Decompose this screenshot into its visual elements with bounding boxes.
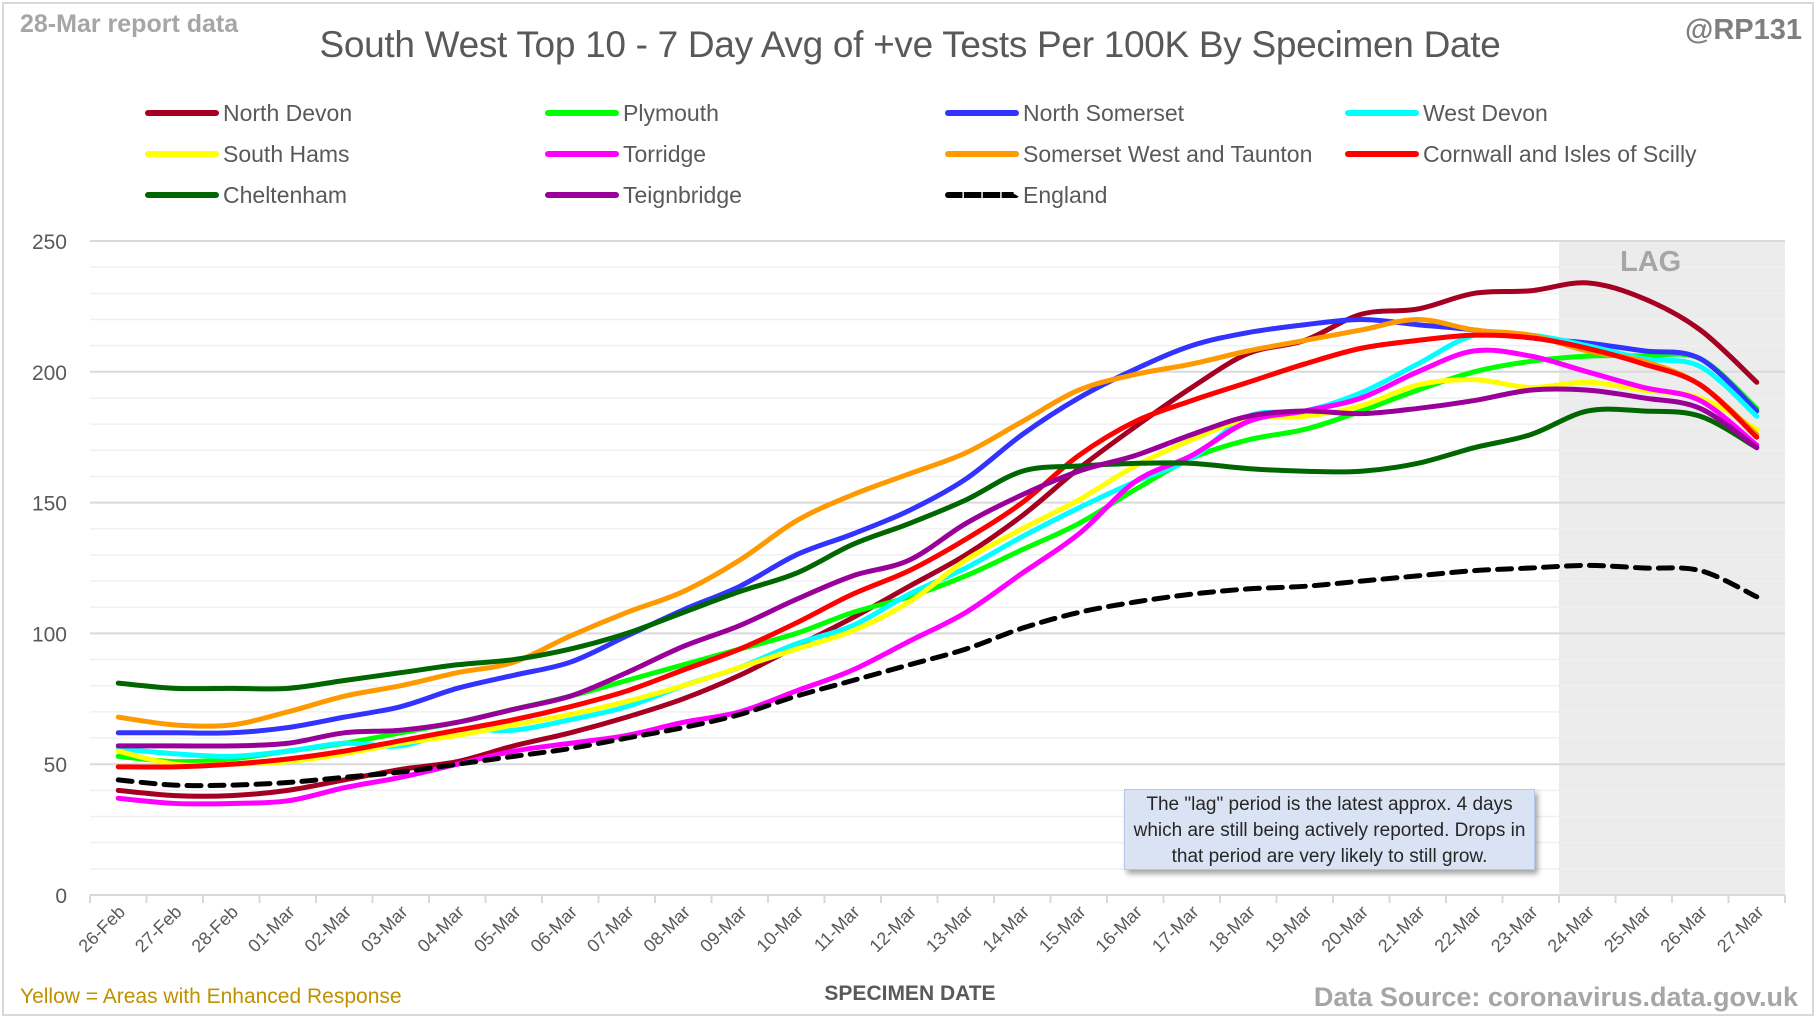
legend-swatch xyxy=(145,110,219,116)
legend-item[interactable]: Cheltenham xyxy=(145,180,347,210)
lag-note-box: The "lag" period is the latest approx. 4… xyxy=(1124,789,1535,870)
x-tick-label: 25-Mar xyxy=(1600,902,1654,956)
series-line-torridge xyxy=(115,347,1760,807)
legend-swatch xyxy=(1345,110,1419,116)
chart-title: South West Top 10 - 7 Day Avg of +ve Tes… xyxy=(319,24,1501,65)
x-tick-label: 26-Mar xyxy=(1657,902,1711,956)
legend-item[interactable]: North Devon xyxy=(145,98,352,128)
legend-swatch xyxy=(545,151,619,157)
legend-label: Cheltenham xyxy=(223,181,348,208)
x-tick-label: 15-Mar xyxy=(1035,902,1089,956)
x-tick-label: 06-Mar xyxy=(527,902,581,956)
enhanced-response-footnote: Yellow = Areas with Enhanced Response xyxy=(20,985,402,1008)
x-axis-title: SPECIMEN DATE xyxy=(824,982,996,1005)
legend-item[interactable]: South Hams xyxy=(145,139,350,169)
legend-swatch xyxy=(945,151,1019,157)
legend-item[interactable]: Teignbridge xyxy=(545,180,742,210)
legend-swatch xyxy=(145,192,219,198)
x-tick-label: 17-Mar xyxy=(1148,902,1202,956)
legend-swatch xyxy=(945,110,1019,116)
legend-swatch xyxy=(1345,151,1419,157)
series-line-england xyxy=(115,562,1760,789)
x-tick-label: 22-Mar xyxy=(1431,902,1485,956)
y-tick-label: 50 xyxy=(44,754,67,777)
x-tick-label: 05-Mar xyxy=(470,902,524,956)
x-tick-label: 04-Mar xyxy=(414,902,468,956)
x-tick-label: 18-Mar xyxy=(1205,902,1259,956)
x-tick-label: 27-Mar xyxy=(1713,902,1767,956)
x-tick-label: 14-Mar xyxy=(979,902,1033,956)
x-tick-label: 21-Mar xyxy=(1374,902,1428,956)
y-tick-label: 250 xyxy=(32,231,67,254)
x-tick-label: 16-Mar xyxy=(1092,902,1146,956)
legend-swatch xyxy=(145,151,219,157)
legend-label: North Devon xyxy=(223,99,353,126)
legend-label: Cornwall and Isles of Scilly xyxy=(1423,140,1697,167)
y-tick-label: 0 xyxy=(55,885,67,908)
x-tick-label: 28-Feb xyxy=(188,902,242,956)
data-source-footnote: Data Source: coronavirus.data.gov.uk xyxy=(1313,982,1798,1012)
x-tick-label: 03-Mar xyxy=(357,902,411,956)
legend-label: Plymouth xyxy=(623,99,719,126)
x-tick-label: 02-Mar xyxy=(301,902,355,956)
x-tick-label: 11-Mar xyxy=(810,902,864,956)
legend-label: South Hams xyxy=(223,140,350,167)
x-tick-label: 13-Mar xyxy=(922,902,976,956)
x-tick-label: 19-Mar xyxy=(1261,902,1315,956)
series-line-south-hams xyxy=(115,377,1760,768)
legend-item[interactable]: England xyxy=(945,180,1107,210)
x-tick-label: 27-Feb xyxy=(131,902,185,956)
series-line-cornwall-and-isles-of-scilly xyxy=(115,332,1760,770)
legend-item[interactable]: Plymouth xyxy=(545,98,719,128)
legend-item[interactable]: Cornwall and Isles of Scilly xyxy=(1345,139,1697,169)
legend-label: Teignbridge xyxy=(623,181,742,208)
lag-label: LAG xyxy=(1620,246,1682,278)
legend-label: England xyxy=(1023,181,1108,208)
legend-swatch xyxy=(545,110,619,116)
legend-swatch xyxy=(545,192,619,198)
x-tick-label: 08-Mar xyxy=(640,902,694,956)
report-date-label: 28-Mar report data xyxy=(20,10,239,38)
x-tick-label: 07-Mar xyxy=(583,902,637,956)
legend-swatch xyxy=(945,192,1019,198)
y-tick-label: 150 xyxy=(32,493,67,516)
series-line-somerset-west-and-taunton xyxy=(115,316,1760,729)
legend-item[interactable]: Torridge xyxy=(545,139,706,169)
x-tick-label: 20-Mar xyxy=(1318,902,1372,956)
series-line-teignbridge xyxy=(115,386,1760,749)
x-tick-label: 01-Mar xyxy=(244,902,298,956)
x-tick-label: 10-Mar xyxy=(753,902,807,956)
legend-item[interactable]: West Devon xyxy=(1345,98,1548,128)
legend-label: Torridge xyxy=(623,140,707,167)
x-tick-label: 12-Mar xyxy=(866,902,920,956)
y-tick-label: 200 xyxy=(32,362,67,385)
series-line-plymouth xyxy=(115,351,1760,765)
legend-label: Somerset West and Taunton xyxy=(1023,140,1313,167)
x-tick-label: 24-Mar xyxy=(1544,902,1598,956)
x-tick-label: 23-Mar xyxy=(1487,902,1541,956)
series-line-north-devon xyxy=(115,280,1760,799)
legend-label: West Devon xyxy=(1423,99,1548,126)
series-line-north-somerset xyxy=(115,316,1760,736)
author-handle: @RP131 xyxy=(1685,14,1802,46)
x-tick-label: 09-Mar xyxy=(696,902,750,956)
x-tick-label: 26-Feb xyxy=(75,902,129,956)
legend-item[interactable]: Somerset West and Taunton xyxy=(945,139,1312,169)
y-tick-label: 100 xyxy=(32,623,67,646)
series-line-cheltenham xyxy=(115,406,1760,692)
legend-label: North Somerset xyxy=(1023,99,1185,126)
legend-item[interactable]: North Somerset xyxy=(945,98,1184,128)
